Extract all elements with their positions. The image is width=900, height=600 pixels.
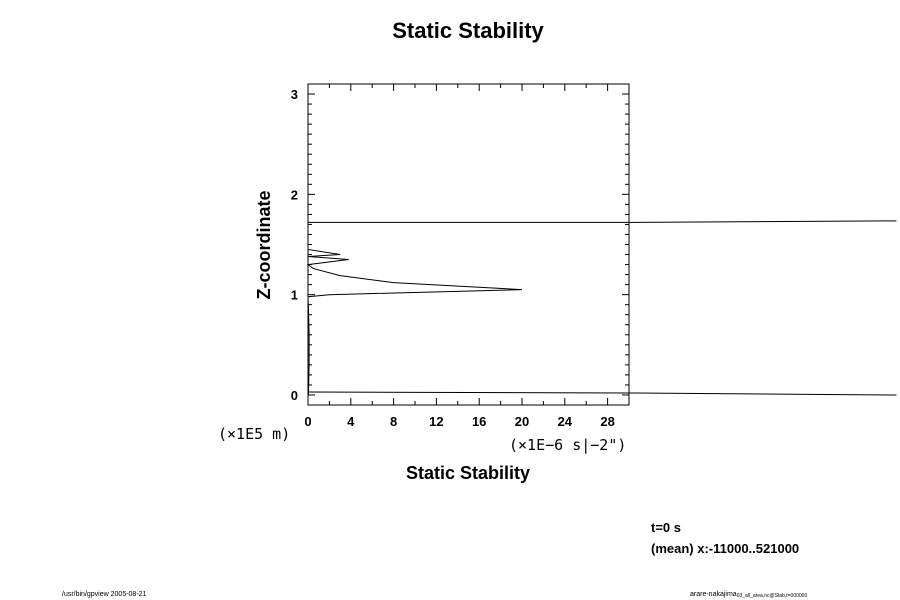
y-unit-label: (×1E5 m): [218, 425, 290, 443]
mean-info: (mean) x:-11000..521000: [651, 541, 799, 556]
x-tick-label: 0: [304, 414, 311, 429]
x-tick-label: 28: [600, 414, 614, 429]
y-axis-label: Z-coordinate: [254, 190, 274, 299]
x-tick-label: 16: [472, 414, 486, 429]
time-info: t=0 s: [651, 520, 681, 535]
footer-right-sub: 03_all_area.nc@Stab,t=000000: [737, 593, 808, 599]
axis-ticks: [307, 84, 629, 405]
series-lines: [306, 94, 897, 396]
x-tick-labels: 0 4 8 12 16 20 24 28: [304, 414, 614, 429]
series-line-1: [306, 94, 523, 396]
x-tick-label: 24: [558, 414, 573, 429]
x-tick-label: 8: [390, 414, 397, 429]
y-tick-labels: 0 1 2 3: [291, 87, 298, 403]
x-unit-label: (×1E−6 s|−2"): [509, 436, 626, 454]
series-line-3: [307, 391, 897, 396]
footer-right-main: arare-nakajima: [690, 591, 737, 598]
y-tick-label: 1: [291, 288, 298, 303]
plot-frame: [307, 83, 630, 406]
x-tick-label: 20: [515, 414, 529, 429]
series-line-2: [308, 220, 897, 223]
x-tick-label: 12: [429, 414, 443, 429]
x-tick-label: 4: [347, 414, 355, 429]
chart-title: Static Stability: [392, 18, 544, 43]
y-tick-label: 3: [291, 87, 298, 102]
x-axis-label: Static Stability: [406, 463, 530, 483]
footer-left: /usr/bin/gpview 2005-08-21: [62, 591, 147, 598]
footer-right: arare-nakajima03_all_area.nc@Stab,t=0000…: [690, 591, 807, 599]
y-tick-label: 2: [291, 187, 298, 202]
y-tick-label: 0: [291, 388, 298, 403]
